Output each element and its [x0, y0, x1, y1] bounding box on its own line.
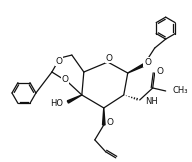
Polygon shape — [67, 95, 82, 103]
Text: O: O — [106, 118, 113, 127]
Text: O: O — [105, 54, 112, 63]
Text: O: O — [144, 58, 151, 67]
Text: HO: HO — [50, 99, 63, 108]
Polygon shape — [128, 64, 144, 73]
Text: O: O — [156, 67, 163, 75]
Text: CH₃: CH₃ — [173, 87, 188, 95]
Polygon shape — [103, 108, 105, 125]
Text: O: O — [61, 75, 68, 83]
Text: O: O — [55, 57, 62, 66]
Text: NH: NH — [145, 98, 157, 106]
